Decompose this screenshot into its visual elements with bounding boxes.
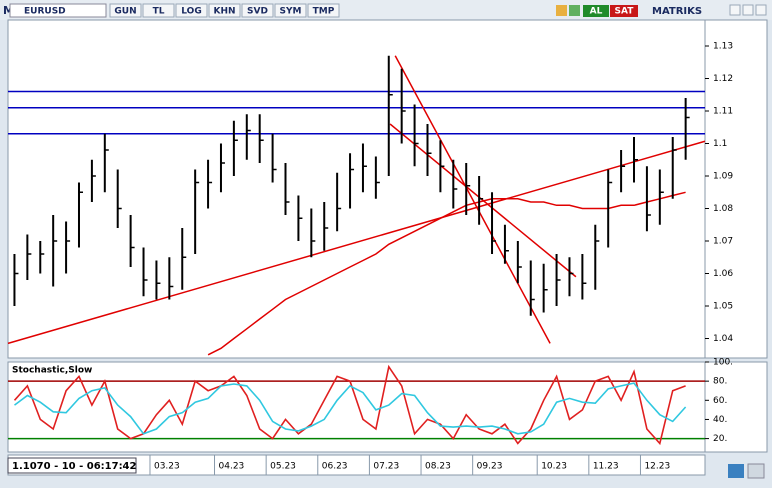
moving-average — [207, 191, 686, 356]
y-tick-label: 80. — [713, 377, 727, 387]
toolbar-button[interactable] — [274, 3, 307, 18]
x-tick-label: 12.23 — [644, 462, 670, 472]
y-tick-label: 1.13 — [713, 42, 733, 52]
toolbar-label[interactable]: TL — [153, 7, 165, 17]
x-tick-label: 10.23 — [541, 462, 567, 472]
y-tick-label: 1.07 — [713, 237, 733, 247]
trendline — [7, 140, 706, 345]
toolbar-button[interactable] — [142, 3, 175, 18]
toolbar-button[interactable] — [208, 3, 241, 18]
max-icon[interactable] — [742, 4, 754, 16]
symbol-box — [9, 3, 107, 18]
toolbar-button[interactable] — [307, 3, 340, 18]
toolbar-label[interactable]: SYM — [280, 7, 302, 17]
price-panel — [7, 19, 706, 359]
toolbar-button[interactable] — [175, 3, 208, 18]
sync-icon[interactable] — [728, 464, 744, 478]
y-tick-label: 40. — [713, 415, 727, 425]
buy-button[interactable] — [583, 5, 609, 17]
menu[interactable]: M — [3, 4, 14, 17]
toolbar-label[interactable]: TMP — [313, 7, 335, 17]
toolbar-label[interactable]: SVD — [247, 7, 268, 17]
close-icon[interactable] — [755, 4, 767, 16]
min-icon[interactable] — [729, 4, 741, 16]
x-tick-label: 09.23 — [477, 462, 503, 472]
toolbar-label[interactable]: KHN — [213, 7, 235, 17]
edit-icon[interactable] — [556, 5, 567, 16]
sell-button[interactable] — [610, 5, 638, 17]
x-tick-label: 08.23 — [425, 462, 451, 472]
toolbar-button[interactable] — [109, 3, 142, 18]
y-tick-label: 1.1 — [713, 139, 727, 149]
brand: MATRIKS — [652, 6, 702, 17]
trendline — [394, 55, 551, 344]
trendline — [389, 123, 577, 278]
sell-label[interactable]: SAT — [615, 7, 635, 17]
status: 1.1070 - 10 - 06:17:42 — [12, 461, 137, 472]
status-box — [7, 457, 137, 474]
y-tick-label: 20. — [713, 434, 727, 444]
y-tick-label: 60. — [713, 396, 727, 406]
y-tick-label: 1.04 — [713, 334, 733, 344]
y-tick-label: 1.09 — [713, 172, 733, 182]
y-tick-label: 100. — [713, 358, 733, 368]
toolbar-label[interactable]: LOG — [181, 7, 201, 17]
oscillator-line — [13, 364, 686, 446]
oscillator-line — [14, 382, 687, 435]
x-tick-label: 04.23 — [219, 462, 245, 472]
panel-title: Stochastic,Slow — [12, 366, 92, 376]
refresh-icon[interactable] — [569, 5, 580, 16]
settings-icon[interactable] — [747, 463, 765, 479]
toolbar-button[interactable] — [241, 3, 274, 18]
y-tick-label: 1.06 — [713, 269, 733, 279]
x-tick-label: 03.23 — [154, 462, 180, 472]
x-tick-label: 05.23 — [270, 462, 296, 472]
stoch-axis — [704, 361, 768, 453]
x-tick-label: 06.23 — [322, 462, 348, 472]
y-tick-label: 1.08 — [713, 204, 733, 214]
y-tick-label: 1.05 — [713, 302, 733, 312]
price-axis — [704, 19, 768, 359]
symbol: EURUSD — [24, 7, 66, 17]
buy-label[interactable]: AL — [590, 7, 603, 17]
y-tick-label: 1.12 — [713, 74, 733, 84]
y-tick-label: 1.11 — [713, 107, 733, 117]
x-tick-label: 11.23 — [593, 462, 619, 472]
toolbar-label[interactable]: GUN — [114, 7, 136, 17]
x-tick-label: 07.23 — [373, 462, 399, 472]
